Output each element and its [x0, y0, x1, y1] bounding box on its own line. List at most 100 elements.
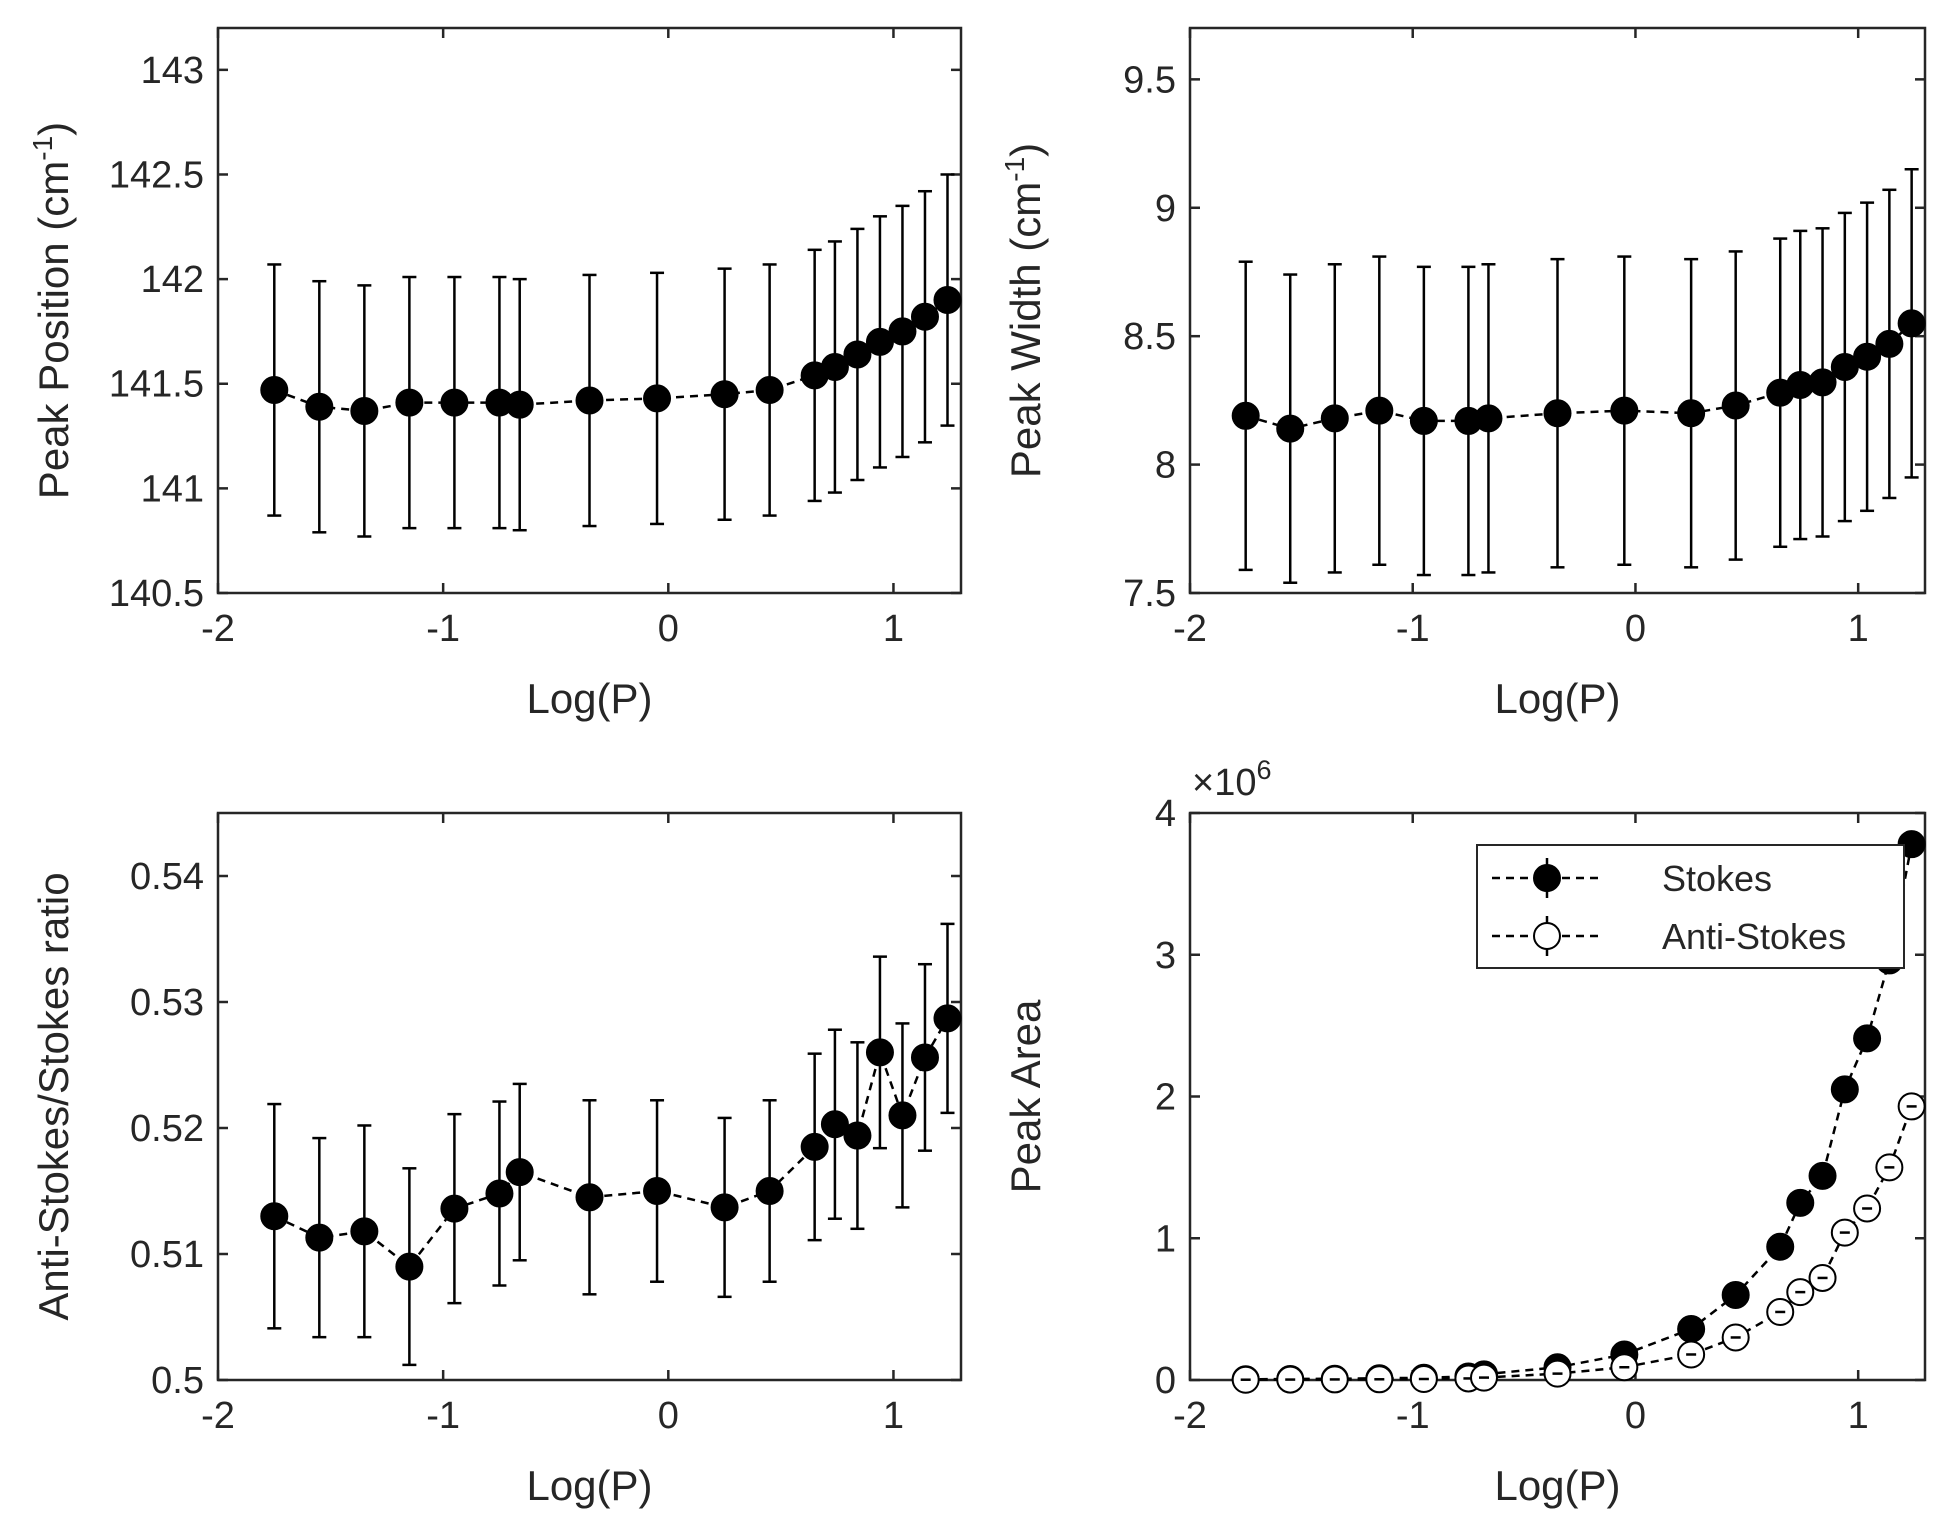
peak-position-series-1-point: [505, 390, 534, 419]
peak-width-series-1-point: [1320, 404, 1349, 433]
peak-area-ytick-label: 4: [1155, 793, 1176, 835]
peak-position-series-1-point: [888, 317, 917, 346]
peak-area-series-1-point: [1808, 1161, 1837, 1190]
peak-area-xtick-label: 1: [1848, 1395, 1869, 1437]
peak-area-xtick-label: -2: [1173, 1395, 1207, 1437]
panel-ratio: -2 -1 0 1 0.5 0.51 0.52 0.53 0.54 Log(P) Anti-Stok…: [30, 811, 963, 1509]
peak-position-ytick-label: 143: [141, 50, 204, 92]
ratio-ytick-label: 0.54: [130, 856, 204, 898]
ratio-series-1-point: [505, 1158, 534, 1187]
legend-marker: [1533, 922, 1561, 950]
peak-position-series-1-point: [865, 327, 894, 356]
ratio-xtick-label: -1: [426, 1395, 460, 1437]
ratio-series-1-point: [305, 1223, 334, 1252]
peak-area-ytick-label: 1: [1155, 1218, 1176, 1260]
peak-width-series-1-point: [1474, 404, 1503, 433]
ratio-series-1-point: [643, 1177, 672, 1205]
ratio-ytick-label: 0.53: [130, 982, 204, 1024]
ratio-series-1-point: [710, 1193, 739, 1222]
peak-position-series-1-point: [350, 396, 379, 425]
peak-width-ytick-label: 9: [1155, 188, 1176, 230]
peak-position-series-1-point: [575, 386, 604, 415]
peak-width-ylabel: Peak Width (cm-1): [999, 143, 1049, 478]
legend: Stokes Anti-Stokes: [1476, 844, 1905, 969]
ratio-ytick-label: 0.51: [130, 1234, 204, 1276]
peak-width-xtick-label: -1: [1396, 608, 1430, 650]
panel-peak-position: -2 -1 0 1 140.5 141 141.5 142 142.5 143 Log(P) Peak…: [27, 26, 963, 722]
peak-area-ytick-label: 3: [1155, 935, 1176, 977]
peak-width-series-1-point: [1875, 329, 1904, 358]
peak-width-series-1-point: [1409, 406, 1438, 435]
peak-area-series-1-point: [1786, 1188, 1815, 1217]
peak-position-series-1-point: [440, 388, 469, 417]
peak-position-series-1-point: [260, 376, 289, 405]
ratio-series-1-point: [575, 1183, 604, 1212]
peak-position-xtick-label: -2: [201, 608, 235, 650]
peak-width-series-1-point: [1276, 414, 1305, 443]
peak-area-series-2-line: [1245, 1105, 1913, 1381]
peak-width-ytick-label: 8.5: [1123, 316, 1176, 358]
peak-width-series-1-point: [1365, 396, 1394, 425]
peak-area-series-1-point: [1766, 1232, 1795, 1261]
peak-width-ytick-label: 7.5: [1123, 573, 1176, 615]
peak-position-xtick-label: -1: [426, 608, 460, 650]
ratio-series-1-point: [395, 1252, 424, 1281]
peak-position-xlabel: Log(P): [526, 675, 652, 722]
peak-area-ytick-label: 2: [1155, 1077, 1176, 1119]
ratio-series-1-point: [260, 1202, 289, 1231]
ratio-series-1-point: [888, 1101, 917, 1130]
panel-peak-area: -2 -1 0 1 0 1 2 3 4 Log(P) Peak Area ×106 Stokes Anti…: [1002, 755, 1927, 1509]
peak-width-series-1-point: [1677, 399, 1706, 428]
peak-position-xtick-label: 0: [658, 608, 679, 650]
ratio-xlabel: Log(P): [526, 1462, 652, 1509]
peak-width-series-1-point: [1610, 396, 1639, 425]
peak-width-series-1-point: [1721, 391, 1750, 420]
peak-position-ytick-label: 141: [141, 468, 204, 510]
ratio-series-1-point: [800, 1132, 829, 1161]
peak-position-axes-frame: [216, 26, 963, 595]
ratio-series-1-point: [933, 1004, 962, 1033]
ratio-series-1-point: [485, 1179, 514, 1208]
peak-area-xtick-label: 0: [1625, 1395, 1646, 1437]
peak-width-xtick-label: -2: [1173, 608, 1207, 650]
peak-position-ytick-label: 140.5: [109, 573, 204, 615]
peak-area-ylabel: Peak Area: [1002, 999, 1049, 1193]
peak-position-ylabel: Peak Position (cm-1): [27, 122, 77, 499]
ratio-ytick-label: 0.52: [130, 1108, 204, 1150]
ratio-xtick-label: -2: [201, 1395, 235, 1437]
peak-position-series-1-point: [820, 353, 849, 381]
peak-position-series-1-point: [933, 286, 962, 315]
peak-area-xtick-label: -1: [1396, 1395, 1430, 1437]
peak-width-xtick-label: 1: [1848, 608, 1869, 650]
peak-width-ytick-label: 8: [1155, 445, 1176, 487]
peak-position-series-1-point: [395, 388, 424, 417]
peak-area-series-1-point: [1830, 1075, 1859, 1104]
ratio-series-1-point: [820, 1110, 849, 1139]
ratio-ylabel: Anti-Stokes/Stokes ratio: [30, 872, 77, 1320]
ratio-series-1-point: [755, 1177, 784, 1205]
peak-area-series-1-point: [1677, 1314, 1706, 1343]
peak-width-series-1-point: [1808, 368, 1837, 397]
ratio-series-1-point: [910, 1043, 939, 1072]
peak-position-series-1-point: [643, 384, 672, 413]
peak-position-xtick-label: 1: [883, 608, 904, 650]
peak-area-series-1-point: [1853, 1024, 1882, 1053]
legend-label: Stokes: [1662, 858, 1772, 899]
peak-width-series-1-point: [1543, 399, 1572, 428]
peak-area-series-1-point: [1721, 1280, 1750, 1309]
peak-position-series-1-point: [710, 380, 739, 409]
panel-peak-width: -2 -1 0 1 7.5 8 8.5 9 9.5 Log(P) Peak Width (cm-1): [999, 26, 1927, 722]
peak-width-series-1-point: [1231, 401, 1260, 430]
peak-position-series-1-point: [843, 340, 872, 369]
peak-width-xlabel: Log(P): [1494, 675, 1620, 722]
peak-width-axes-frame: [1188, 26, 1927, 595]
peak-width-ytick-label: 9.5: [1123, 59, 1176, 101]
legend-marker: [1533, 864, 1561, 892]
ratio-series-1-point: [843, 1121, 872, 1150]
peak-position-series-1-point: [305, 392, 334, 421]
peak-width-series-1-point: [1897, 309, 1926, 338]
peak-area-ytick-label: 0: [1155, 1360, 1176, 1402]
ratio-xtick-label: 1: [883, 1395, 904, 1437]
legend-label: Anti-Stokes: [1662, 916, 1846, 957]
